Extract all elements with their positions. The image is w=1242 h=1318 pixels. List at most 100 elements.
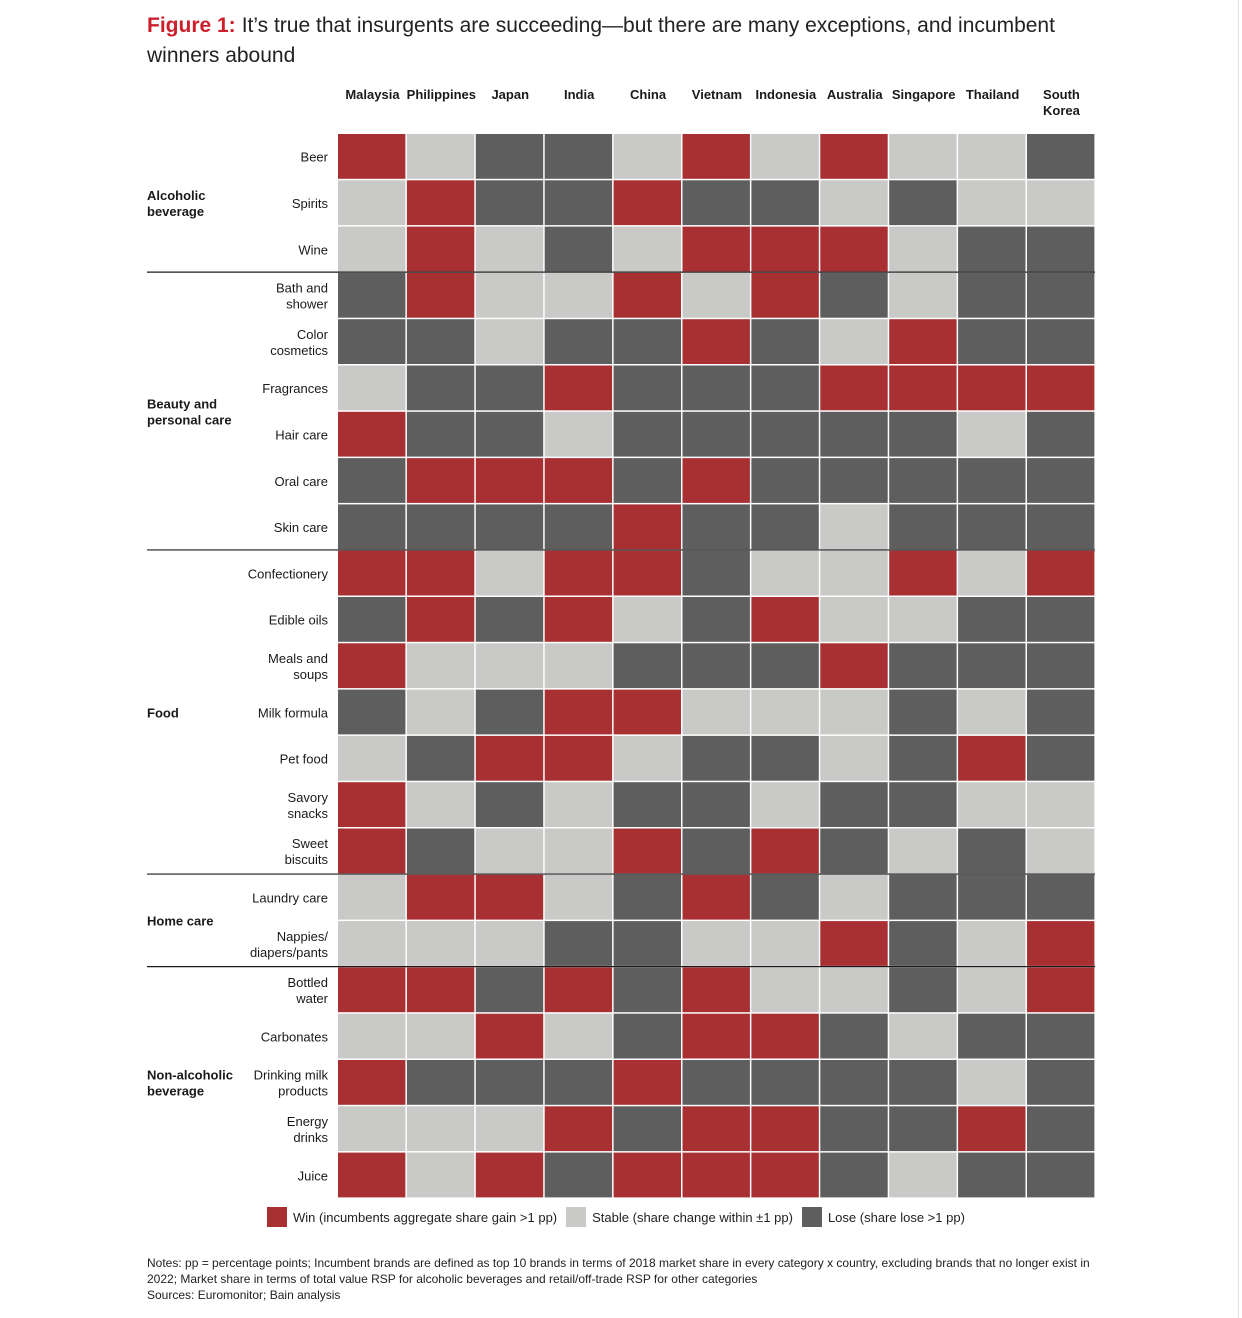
heatmap-cell-wine-india [544,226,613,272]
heatmap-cell-juice-india [544,1152,613,1198]
heatmap-cell-skin-care-philippines [406,504,475,550]
heatmap-cell-wine-vietnam [682,226,750,272]
heatmap-cell-milk-formula-australia [820,689,888,735]
heatmap-cell-pet-food-thailand [958,735,1026,781]
heatmap-cell-bottled-water-australia [820,967,888,1013]
heatmap-cell-savory-snacks-philippines [406,782,475,827]
heatmap-cell-carbonates-singapore [889,1013,957,1059]
group-label-alcoholic-beverage: Alcoholic beverage [147,188,206,219]
heatmap-cell-fragrances-thailand [958,365,1026,411]
heatmap-cell-fragrances-indonesia [751,365,819,411]
legend-item-lose: Lose (share lose >1 pp) [801,1207,965,1227]
heatmap-cell-energy-drinks-china [613,1106,681,1152]
heatmap-cell-sweet-biscuits-malaysia [338,828,406,874]
heatmap-cell-meals-and-soups-thailand [958,643,1026,689]
heatmap-cell-sweet-biscuits-singapore [889,828,957,874]
heatmap-cell-color-cosmetics-indonesia [751,319,819,364]
heatmap-cell-bottled-water-singapore [889,967,957,1013]
heatmap-cell-drinking-milk-products-australia [820,1060,888,1105]
heatmap-cell-energy-drinks-vietnam [682,1106,750,1152]
heatmap-cell-confectionery-india [544,550,613,596]
heatmap-cell-drinking-milk-products-philippines [406,1060,475,1105]
heatmap-cell-meals-and-soups-indonesia [751,643,819,689]
heatmap-cell-carbonates-philippines [406,1013,475,1059]
heatmap-cell-oral-care-thailand [958,458,1026,503]
heatmap-cell-savory-snacks-thailand [958,782,1026,827]
row-label-beer: Beer [301,150,329,165]
heatmap-cell-beer-malaysia [338,134,406,179]
heatmap-cell-wine-malaysia [338,226,406,272]
heatmap-cell-savory-snacks-japan [475,782,544,827]
heatmap-cell-drinking-milk-products-japan [475,1060,544,1105]
row-label-fragrances: Fragrances [262,381,328,396]
heatmap-cell-pet-food-australia [820,735,888,781]
row-label-drinking-milk-products: Drinking milk products [254,1068,329,1099]
heatmap-cell-oral-care-china [613,458,681,503]
heatmap-cell-carbonates-malaysia [338,1013,406,1059]
heatmap-cell-confectionery-south-korea [1027,550,1095,596]
heatmap-cell-savory-snacks-south-korea [1027,782,1095,827]
heatmap-cell-pet-food-malaysia [338,735,406,781]
heatmap-cell-edible-oils-philippines [406,597,475,642]
heatmap-cell-juice-thailand [958,1152,1026,1198]
legend-label-win: Win (incumbents aggregate share gain >1 … [293,1209,558,1225]
heatmap-cell-edible-oils-japan [475,597,544,642]
heatmap-cell-confectionery-china [613,550,681,596]
heatmap-cell-skin-care-australia [820,504,888,550]
legend-item-win: Win (incumbents aggregate share gain >1 … [267,1207,557,1227]
heatmap-cell-hair-care-japan [475,411,544,457]
heatmap-cell-nappies-diapers-pants-malaysia [338,921,406,966]
heatmap-cell-pet-food-philippines [406,735,475,781]
row-label-savory-snacks: Savory snacks [288,790,329,821]
heatmap-cell-beer-south-korea [1027,134,1095,179]
heatmap-cell-savory-snacks-china [613,782,681,827]
heatmap-cell-bottled-water-japan [475,967,544,1013]
group-label-food: Food [147,705,179,720]
heatmap-cell-drinking-milk-products-thailand [958,1060,1026,1105]
group-label-beauty-and-personal-care: Beauty and personal care [147,396,232,427]
heatmap-cell-bath-and-shower-philippines [406,272,475,318]
heatmap-cell-oral-care-philippines [406,458,475,503]
heatmap-cell-color-cosmetics-malaysia [338,319,406,364]
legend-swatch-lose [801,1207,822,1227]
row-label-juice: Juice [298,1168,328,1183]
heatmap-cell-juice-australia [820,1152,888,1198]
heatmap-cell-skin-care-malaysia [338,504,406,550]
heatmap-cell-edible-oils-india [544,597,613,642]
heatmap-cell-edible-oils-thailand [958,597,1026,642]
heatmap-cell-nappies-diapers-pants-vietnam [682,921,750,966]
row-label-confectionery: Confectionery [248,566,329,581]
heatmap-cell-hair-care-vietnam [682,411,750,457]
heatmap-cell-sweet-biscuits-south-korea [1027,828,1095,874]
heatmap-cell-savory-snacks-indonesia [751,782,819,827]
column-header-philippines: Philippines [407,87,476,102]
heatmap-cell-milk-formula-india [544,689,613,735]
heatmap-cell-sweet-biscuits-china [613,828,681,874]
heatmap-cell-confectionery-philippines [406,550,475,596]
figure-title-text: It’s true that insurgents are succeeding… [147,14,1055,67]
heatmap-cell-carbonates-india [544,1013,613,1059]
heatmap-cell-bath-and-shower-south-korea [1027,272,1095,318]
row-label-pet-food: Pet food [280,752,328,767]
heatmap-cell-skin-care-thailand [958,504,1026,550]
heatmap-cell-bottled-water-south-korea [1027,967,1095,1013]
heatmap-cell-bath-and-shower-thailand [958,272,1026,318]
heatmap-cell-nappies-diapers-pants-japan [475,921,544,966]
heatmap-cell-bottled-water-indonesia [751,967,819,1013]
heatmap-cell-fragrances-australia [820,365,888,411]
heatmap-cell-hair-care-australia [820,411,888,457]
heatmap-cell-meals-and-soups-india [544,643,613,689]
heatmap-cell-milk-formula-south-korea [1027,689,1095,735]
heatmap-cell-bath-and-shower-singapore [889,272,957,318]
heatmap-cell-laundry-care-malaysia [338,874,406,920]
heatmap-cell-edible-oils-vietnam [682,597,750,642]
legend-swatch-stable [566,1207,587,1227]
heatmap-cell-bath-and-shower-india [544,272,613,318]
heatmap-cell-beer-vietnam [682,134,750,179]
heatmap-cell-confectionery-indonesia [751,550,819,596]
heatmap-cell-pet-food-japan [475,735,544,781]
heatmap-cell-sweet-biscuits-japan [475,828,544,874]
heatmap-cell-beer-china [613,134,681,179]
legend: Win (incumbents aggregate share gain >1 … [267,1207,974,1227]
heatmap-cell-fragrances-philippines [406,365,475,411]
